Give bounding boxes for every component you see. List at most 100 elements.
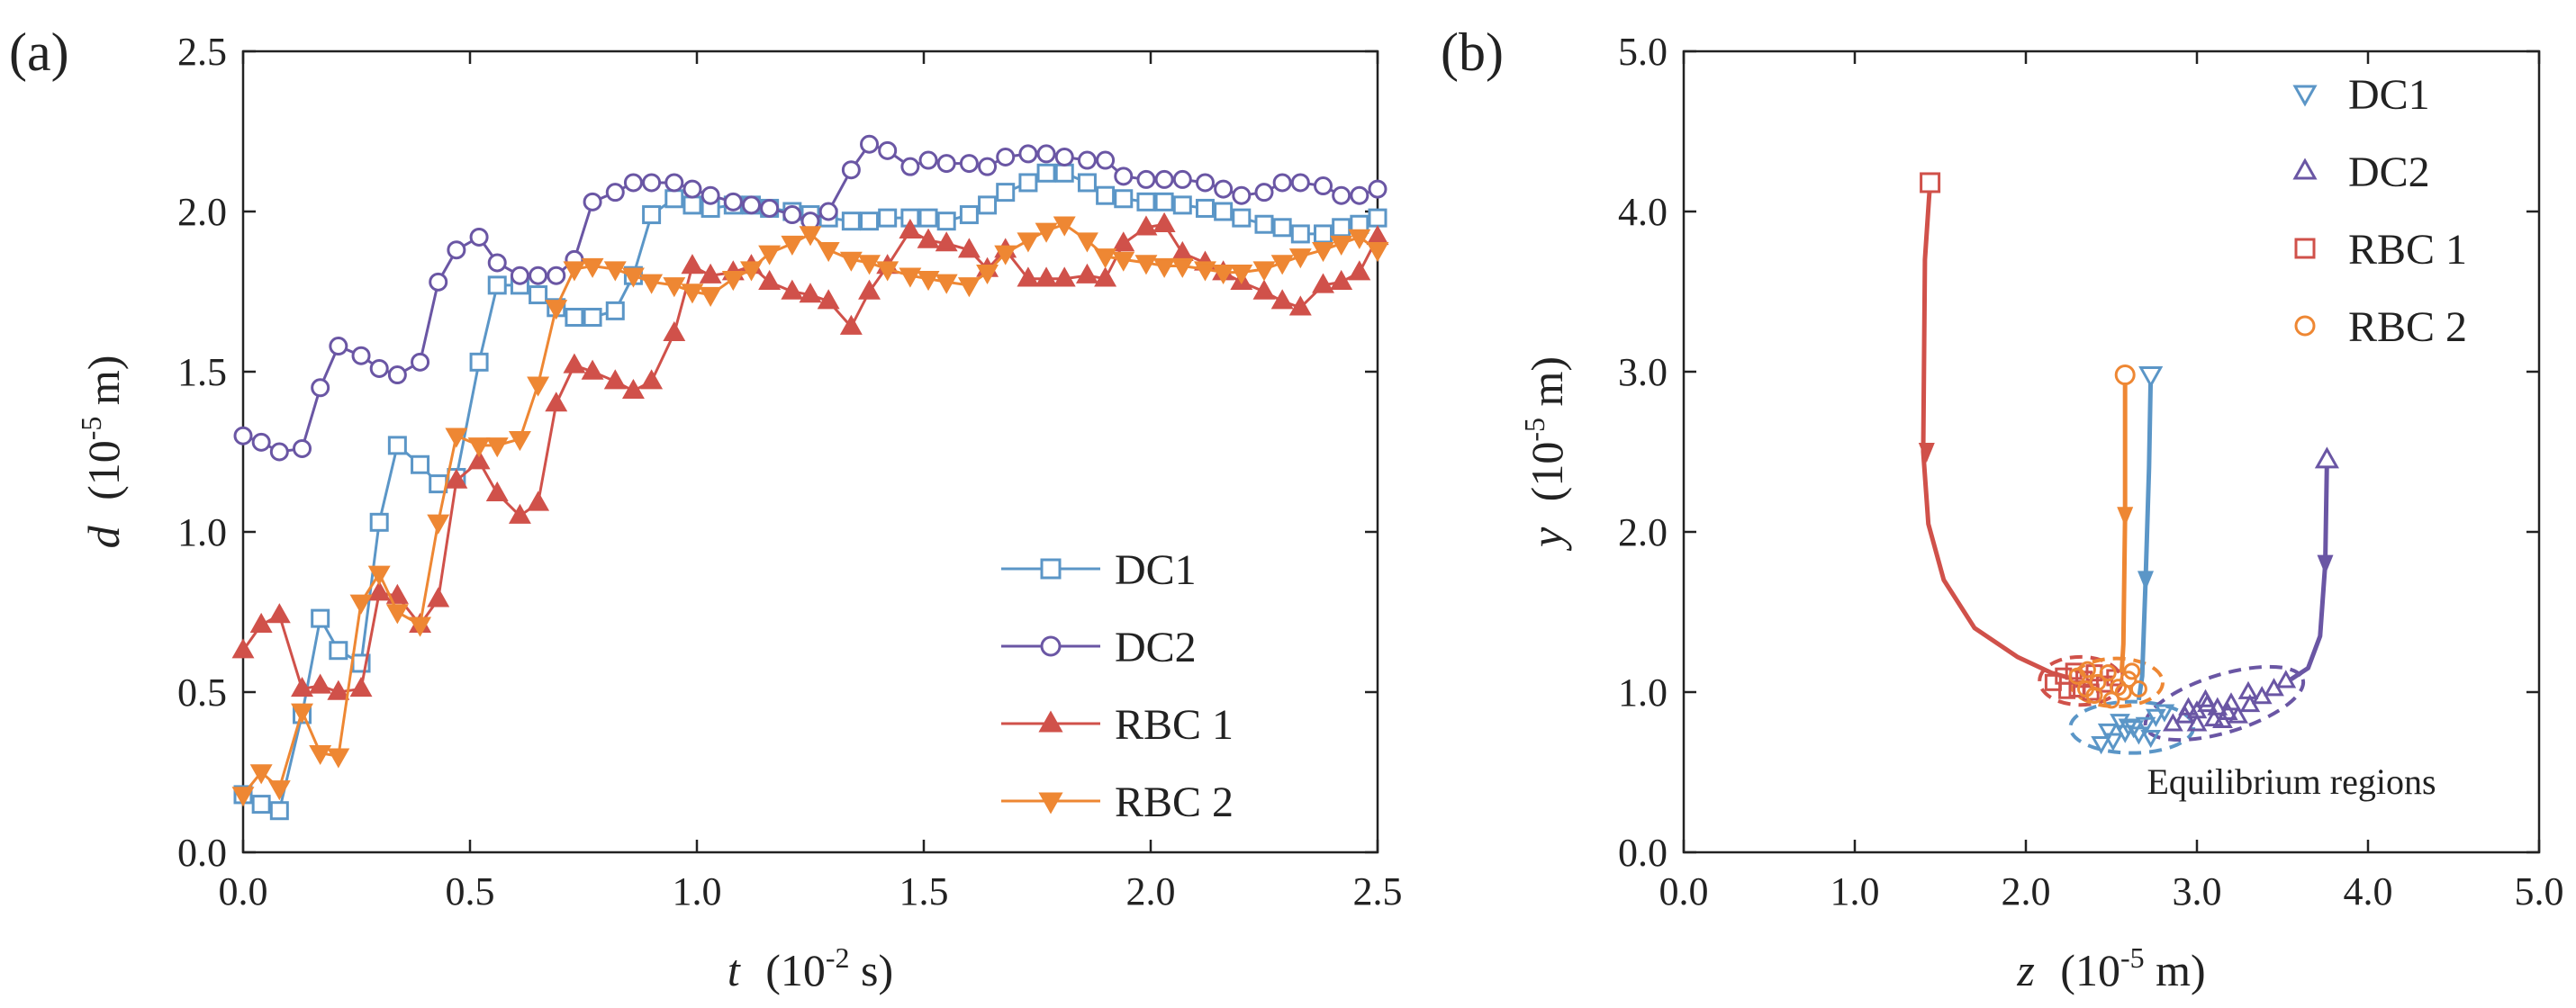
panel-b-ylabel-var: y (1522, 526, 1572, 552)
data-point-rbc2 (640, 274, 664, 294)
data-point-dc1 (583, 307, 602, 327)
equilibrium-point-dc2 (2212, 709, 2233, 728)
data-point-dc2 (741, 195, 761, 215)
data-point-rbc1 (231, 638, 255, 659)
data-point-rbc1 (1035, 266, 1058, 287)
data-point-rbc1 (858, 279, 881, 300)
data-point-dc1 (1114, 189, 1134, 209)
equilibrium-point-dc1 (2097, 723, 2119, 742)
data-point-rbc2 (1053, 216, 1076, 237)
data-point-rbc1 (467, 449, 491, 470)
data-point-rbc2 (249, 764, 273, 785)
data-point-dc1 (1096, 185, 1116, 205)
data-point-dc1 (996, 183, 1016, 202)
data-point-rbc2 (1075, 232, 1098, 253)
data-point-rbc1 (1366, 225, 1389, 246)
data-point-rbc2 (1035, 222, 1058, 243)
data-point-dc2 (623, 173, 643, 193)
data-point-dc2 (369, 358, 389, 378)
data-point-dc1 (1195, 198, 1215, 218)
data-point-rbc2 (1017, 232, 1040, 253)
data-point-rbc1 (1094, 266, 1117, 287)
data-point-rbc1 (935, 231, 958, 252)
start-point-dc2 (2314, 446, 2339, 469)
data-point-dc1 (1154, 192, 1174, 212)
data-point-dc2 (1018, 144, 1038, 164)
data-point-dc2 (900, 157, 920, 176)
data-point-dc1 (1290, 224, 1310, 244)
legend-marker-b-dc1 (2292, 85, 2318, 107)
legend-marker-b-dc2 (2292, 158, 2318, 180)
trajectory-rbc1 (1921, 182, 2070, 680)
panel-a-ylabel-exp: -5 (75, 417, 107, 441)
data-point-dc1 (841, 212, 861, 231)
data-point-dc1 (311, 608, 330, 628)
data-point-dc2 (411, 352, 430, 372)
data-point-rbc2 (699, 286, 722, 307)
data-point-dc1 (605, 301, 625, 320)
data-point-dc1 (1214, 202, 1234, 221)
data-point-rbc2 (957, 277, 981, 298)
panel-a-xlabel-var: t (728, 945, 741, 995)
y-tick-label: 2.0 (1618, 510, 1668, 554)
y-tick-label: 0.5 (177, 670, 227, 715)
data-point-rbc2 (508, 431, 531, 452)
data-point-rbc1 (291, 677, 313, 698)
equilibrium-point-dc2 (2220, 692, 2242, 711)
trajectory-rbc2 (2119, 374, 2128, 673)
data-point-dc2 (1254, 183, 1274, 202)
data-point-dc2 (293, 438, 312, 458)
data-point-dc1 (469, 352, 489, 372)
data-point-dc2 (1154, 169, 1174, 189)
data-point-rbc1 (621, 378, 645, 400)
data-point-rbc2 (467, 437, 491, 458)
data-point-dc2 (311, 378, 330, 398)
panel-b-label: (b) (1441, 22, 1504, 82)
data-point-rbc2 (1134, 255, 1158, 275)
data-point-rbc1 (699, 263, 722, 284)
data-point-dc2 (959, 154, 979, 174)
data-point-rbc1 (1134, 215, 1158, 236)
data-point-rbc1 (367, 580, 391, 601)
data-point-rbc2 (799, 226, 822, 247)
equilibrium-point-dc1 (2146, 708, 2166, 727)
panel-b-ylabel-unit-end: m) (1522, 356, 1572, 418)
data-point-dc1 (1272, 218, 1292, 238)
data-point-dc2 (583, 192, 602, 212)
data-point-dc2 (447, 240, 466, 260)
data-point-dc1 (269, 801, 289, 821)
data-point-rbc1 (1170, 240, 1194, 261)
panel-a-y-axis-label: d (10-5 m) (75, 356, 129, 549)
panel-b-xlabel-unit: (10 (2060, 945, 2120, 995)
data-point-rbc2 (349, 594, 373, 615)
equilibrium-point-rbc2 (2077, 680, 2094, 698)
data-point-rbc2 (603, 261, 627, 282)
data-point-dc2 (1172, 169, 1192, 189)
data-point-rbc1 (563, 353, 586, 374)
data-point-rbc2 (1348, 229, 1371, 249)
data-point-rbc2 (1194, 261, 1216, 282)
panel-a-label: (a) (9, 22, 69, 82)
data-point-rbc2 (994, 245, 1017, 266)
panel-a-ticks: 0.0 0.5 1.0 1.5 2.0 2.5 0.0 0.5 1.0 1.5 2.0 2.5 (177, 30, 1403, 914)
data-point-rbc1 (508, 503, 531, 524)
data-point-dc1 (682, 195, 702, 215)
data-point-rbc1 (445, 468, 468, 489)
data-point-rbc1 (327, 680, 350, 700)
data-point-rbc2 (545, 300, 568, 320)
trajectory-arrow-rbc2 (2117, 507, 2134, 527)
data-point-dc2 (1096, 150, 1116, 170)
data-point-rbc1 (349, 677, 373, 698)
panel-b-series (1918, 172, 2339, 755)
legend-label-b-rbc2: RBC 2 (2348, 303, 2467, 351)
data-point-rbc2 (409, 616, 432, 637)
y-tick-label: 4.0 (1618, 190, 1668, 234)
panel-a-x-axis-label: t (10-2 s) (728, 941, 893, 995)
panel-b-y-axis-label: y (10-5 m) (1518, 356, 1572, 552)
equilibrium-point-rbc2 (2114, 683, 2132, 701)
trajectory-dc1 (2136, 374, 2154, 701)
legend-label-rbc1: RBC 1 (1115, 701, 1234, 749)
data-point-rbc2 (527, 376, 550, 397)
data-point-dc1 (1332, 218, 1351, 238)
